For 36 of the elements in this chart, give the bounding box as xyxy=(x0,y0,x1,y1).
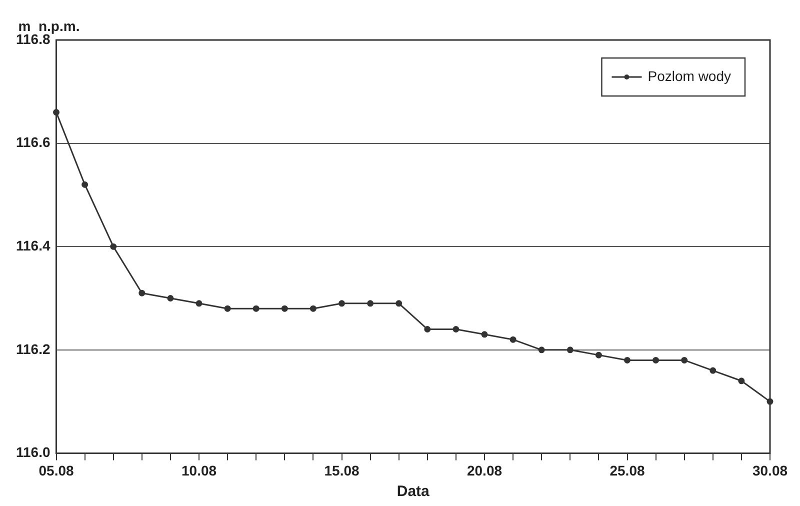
y-tick-label: 116.2 xyxy=(16,340,50,357)
point xyxy=(224,305,231,312)
y-tick-label: 116.4 xyxy=(16,237,50,254)
y-tick-label: 116.6 xyxy=(16,134,50,150)
x-tick-label: 15.08 xyxy=(324,462,360,478)
point xyxy=(595,352,602,358)
x-tick-label: 10.08 xyxy=(181,462,217,478)
point xyxy=(738,378,745,384)
point xyxy=(624,356,631,364)
point xyxy=(481,331,488,338)
point xyxy=(82,181,88,188)
point xyxy=(281,305,288,312)
x-tick-label: 20.08 xyxy=(466,462,502,478)
point xyxy=(167,295,174,302)
point xyxy=(424,326,431,332)
x-axis-title: Data xyxy=(396,483,430,500)
x-tick-label: 05.08 xyxy=(38,462,74,478)
point xyxy=(510,336,516,343)
point xyxy=(110,243,117,250)
point xyxy=(338,300,346,307)
point xyxy=(566,346,574,354)
x-tick-label: 25.08 xyxy=(610,462,645,478)
point xyxy=(196,300,202,307)
x-tick-label: 30.08 xyxy=(752,462,788,478)
point xyxy=(396,300,402,307)
point xyxy=(652,356,660,364)
point xyxy=(538,346,545,354)
point xyxy=(138,290,146,296)
point xyxy=(310,305,316,312)
point xyxy=(710,367,716,374)
point xyxy=(367,300,374,307)
point xyxy=(681,356,688,364)
legend-label: Pozlom wody xyxy=(648,68,732,84)
point xyxy=(252,305,260,312)
point xyxy=(452,326,460,332)
y-tick-label: 116.0 xyxy=(16,444,50,460)
